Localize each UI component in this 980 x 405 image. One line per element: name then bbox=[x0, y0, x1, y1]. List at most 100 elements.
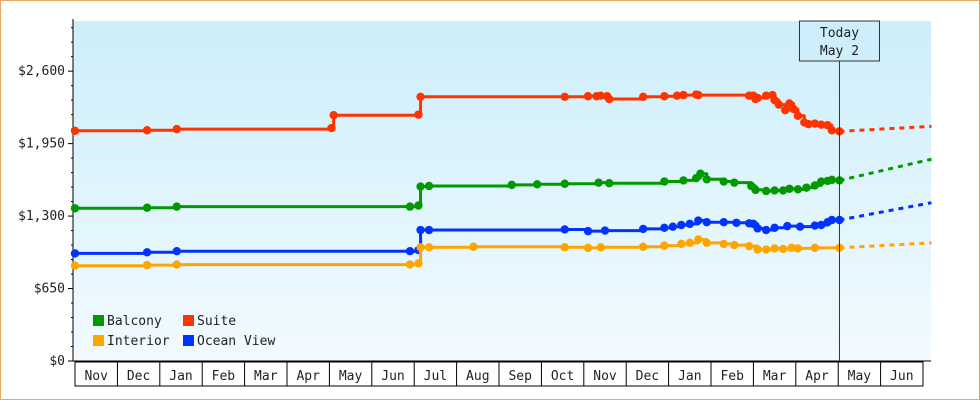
data-point bbox=[605, 94, 614, 104]
data-point bbox=[532, 180, 542, 189]
plot-area bbox=[73, 21, 931, 361]
x-tick-label: Feb bbox=[212, 369, 236, 384]
data-point bbox=[142, 248, 152, 257]
data-point bbox=[414, 201, 423, 210]
data-point bbox=[668, 222, 678, 231]
today-date: May 2 bbox=[820, 44, 859, 59]
data-point bbox=[660, 223, 669, 232]
data-point bbox=[660, 241, 669, 250]
data-point bbox=[677, 239, 686, 249]
data-point bbox=[685, 238, 694, 248]
data-point bbox=[783, 221, 792, 231]
data-point bbox=[327, 123, 336, 133]
x-tick-label: Oct bbox=[551, 369, 574, 384]
data-point bbox=[507, 180, 516, 190]
data-point bbox=[778, 244, 788, 254]
data-point bbox=[802, 183, 811, 192]
data-point bbox=[761, 245, 771, 254]
x-tick-label: Apr bbox=[805, 369, 829, 384]
data-point bbox=[694, 216, 703, 225]
data-point bbox=[753, 245, 762, 254]
data-point bbox=[702, 238, 711, 248]
data-point bbox=[583, 92, 593, 101]
legend-item: Suite bbox=[183, 314, 236, 329]
data-point bbox=[761, 225, 771, 235]
data-point bbox=[660, 92, 669, 101]
data-point bbox=[172, 246, 181, 256]
today-box bbox=[798, 20, 880, 62]
data-point bbox=[694, 90, 703, 100]
data-point bbox=[685, 219, 694, 229]
data-point bbox=[416, 182, 425, 191]
data-point bbox=[761, 186, 771, 196]
data-point bbox=[172, 202, 181, 211]
data-point bbox=[827, 215, 837, 225]
x-tick-label: Jan bbox=[678, 369, 701, 384]
data-point bbox=[770, 244, 779, 253]
data-point bbox=[719, 239, 728, 249]
data-point bbox=[560, 92, 569, 102]
data-point bbox=[679, 90, 688, 100]
data-point bbox=[560, 225, 569, 234]
data-point bbox=[730, 178, 739, 187]
data-point bbox=[469, 242, 478, 251]
data-point bbox=[730, 240, 739, 250]
legend-label: Suite bbox=[197, 314, 236, 329]
data-point bbox=[605, 178, 614, 188]
data-point bbox=[817, 220, 826, 230]
data-point bbox=[793, 244, 803, 253]
data-point bbox=[70, 249, 80, 258]
legend-label: Balcony bbox=[107, 314, 162, 329]
data-point bbox=[810, 243, 820, 253]
legend-item: Balcony bbox=[93, 314, 162, 329]
data-point bbox=[638, 242, 648, 251]
data-point bbox=[172, 124, 181, 134]
data-point bbox=[793, 111, 803, 120]
data-point bbox=[761, 91, 771, 100]
data-point bbox=[719, 177, 728, 186]
data-point bbox=[774, 100, 784, 109]
data-point bbox=[560, 179, 569, 188]
data-point bbox=[753, 224, 762, 233]
series-ocean-view bbox=[70, 201, 932, 258]
legend-item: Ocean View bbox=[183, 334, 275, 349]
legend-swatch bbox=[93, 335, 104, 346]
x-tick-label: Mar bbox=[254, 369, 278, 384]
data-point bbox=[770, 186, 779, 195]
data-point bbox=[600, 226, 610, 235]
y-tick-label: $2,600 bbox=[18, 64, 65, 79]
x-tick-label: May bbox=[848, 369, 872, 384]
today-label: Today bbox=[820, 26, 859, 41]
data-point bbox=[778, 186, 788, 195]
data-point bbox=[424, 225, 434, 235]
data-point bbox=[142, 260, 152, 270]
x-tick-label: Jun bbox=[890, 369, 913, 384]
data-point bbox=[638, 224, 648, 234]
data-point bbox=[810, 181, 820, 190]
data-point bbox=[142, 203, 152, 212]
x-tick-label: Mar bbox=[763, 369, 787, 384]
legend-label: Ocean View bbox=[197, 334, 275, 349]
data-point bbox=[785, 184, 794, 193]
data-point bbox=[751, 185, 760, 195]
x-tick-label: Apr bbox=[296, 369, 320, 384]
data-point bbox=[672, 91, 682, 100]
x-tick-label: Sep bbox=[508, 369, 532, 384]
data-point bbox=[596, 91, 605, 100]
data-point bbox=[732, 218, 741, 227]
legend-swatch bbox=[93, 315, 104, 326]
series-balcony bbox=[70, 157, 932, 213]
data-point bbox=[583, 243, 593, 253]
y-tick-label: $1,950 bbox=[18, 137, 65, 152]
data-point bbox=[827, 126, 837, 135]
data-point bbox=[781, 105, 790, 115]
x-tick-label: Nov bbox=[593, 369, 617, 384]
y-tick-label: $650 bbox=[34, 282, 65, 297]
data-point bbox=[405, 260, 415, 269]
data-point bbox=[789, 104, 798, 114]
data-point bbox=[679, 176, 688, 185]
data-point bbox=[804, 119, 813, 129]
data-point bbox=[329, 110, 338, 120]
